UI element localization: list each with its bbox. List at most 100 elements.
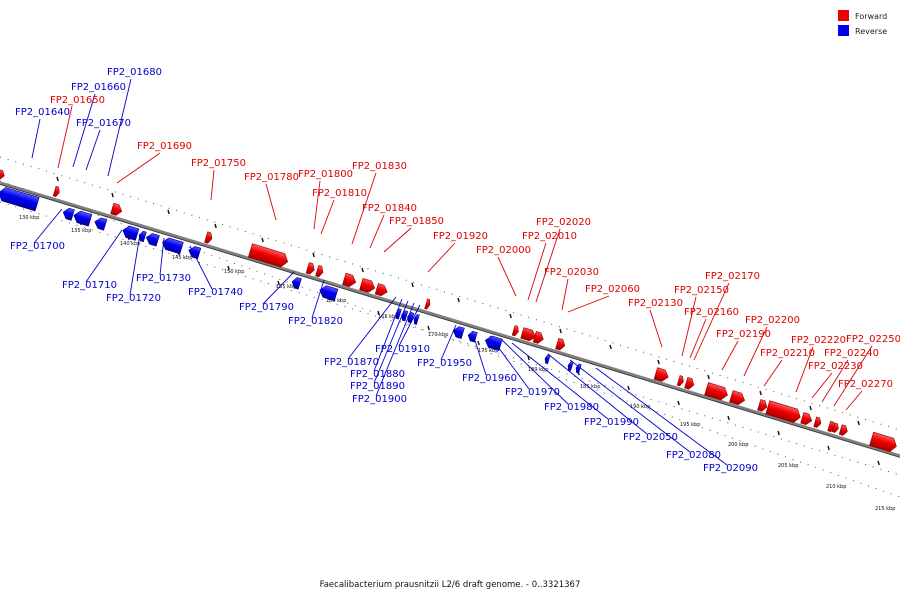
gene-FP2_01890[interactable]	[406, 312, 415, 324]
gene-FP2_01710[interactable]	[138, 230, 147, 243]
gene-FP2_02210[interactable]	[765, 400, 803, 424]
gene-FP2_02020[interactable]	[532, 331, 545, 344]
gene-FP2_02160[interactable]	[684, 377, 696, 390]
gene-FP2_02170[interactable]	[704, 382, 730, 402]
gene-label-fp2_02020[interactable]: FP2_02020	[536, 217, 591, 228]
gene-label-fp2_02170[interactable]: FP2_02170	[705, 271, 760, 282]
gene-FP2_02200[interactable]	[757, 399, 769, 413]
gene-FP2_02010[interactable]	[520, 327, 538, 343]
gene-label-fp2_01800[interactable]: FP2_01800	[298, 169, 353, 180]
gene-label-fp2_01850[interactable]: FP2_01850	[389, 216, 444, 227]
gene-label-fp2_01920[interactable]: FP2_01920	[433, 231, 488, 242]
gene-FP2_01690[interactable]	[110, 202, 124, 216]
gene-FP2_01880[interactable]	[400, 310, 409, 322]
gene-FP2_02190[interactable]	[729, 390, 747, 407]
gene-label-fp2_01640[interactable]: FP2_01640	[15, 107, 70, 118]
gene-label-fp2_02010[interactable]: FP2_02010	[522, 231, 577, 242]
gene-label-fp2_01820[interactable]: FP2_01820	[288, 316, 343, 327]
gene-FP2_01700[interactable]	[121, 225, 140, 241]
gene-label-fp2_01660[interactable]: FP2_01660	[71, 82, 126, 93]
gene-FP2_02150[interactable]	[676, 375, 685, 387]
gene-FP2_02220[interactable]	[800, 412, 814, 426]
gene-label-fp2_01790[interactable]: FP2_01790	[239, 302, 294, 313]
gene-FP2_01840[interactable]	[359, 277, 377, 294]
gene-label-fp2_02080[interactable]: FP2_02080	[666, 450, 721, 461]
gene-label-fp2_01730[interactable]: FP2_01730	[136, 273, 191, 284]
gene-FP2_01820[interactable]	[318, 284, 339, 302]
gene-label-fp2_01830[interactable]: FP2_01830	[352, 161, 407, 172]
gene-label-fp2_01970[interactable]: FP2_01970	[505, 387, 560, 398]
gene-FP2_01720[interactable]	[145, 232, 160, 247]
gene-FP2_02030[interactable]	[555, 337, 567, 351]
gene-label-fp2_02150[interactable]: FP2_02150	[674, 285, 729, 296]
gene-label-fp2_02130[interactable]: FP2_02130	[628, 298, 683, 309]
gene-label-fp2_02190[interactable]: FP2_02190	[716, 329, 771, 340]
gene-label-fp2_01880[interactable]: FP2_01880	[350, 369, 405, 380]
gene-FP2_01830[interactable]	[342, 272, 358, 288]
gene-FP2_02000[interactable]	[511, 325, 520, 337]
gene-FP2_01810[interactable]	[315, 265, 325, 278]
gene-label-fp2_01990[interactable]: FP2_01990	[584, 417, 639, 428]
gene-label-fp2_01670[interactable]: FP2_01670	[76, 118, 131, 129]
gene-FP2_01910[interactable]	[452, 325, 465, 340]
gene-FP2_01640[interactable]	[0, 169, 6, 180]
gene-label-fp2_02090[interactable]: FP2_02090	[703, 463, 758, 474]
gene-FP2_02230[interactable]	[813, 416, 823, 428]
gene-label-fp2_02220[interactable]: FP2_02220	[791, 335, 846, 346]
gene-label-fp2_01870[interactable]: FP2_01870	[324, 357, 379, 368]
gene-label-fp2_01650[interactable]: FP2_01650	[50, 95, 105, 106]
gene-label-fp2_02200[interactable]: FP2_02200	[745, 315, 800, 326]
gene-label-fp2_02030[interactable]: FP2_02030	[544, 267, 599, 278]
gene-label-fp2_01900[interactable]: FP2_01900	[352, 394, 407, 405]
gene-label-fp2_01740[interactable]: FP2_01740	[188, 287, 243, 298]
gene-label-fp2_02060[interactable]: FP2_02060	[585, 284, 640, 295]
gene-FP2_01850[interactable]	[374, 283, 389, 298]
gene-FP2_02270[interactable]	[838, 424, 849, 437]
gene-FP2_01920[interactable]	[424, 298, 432, 310]
gene-label-fp2_01810[interactable]: FP2_01810	[312, 188, 367, 199]
gene-label-fp2_02050[interactable]: FP2_02050	[623, 432, 678, 443]
gene-label-fp2_01750[interactable]: FP2_01750	[191, 158, 246, 169]
gene-label-fp2_02000[interactable]: FP2_02000	[476, 245, 531, 256]
gene-FP2_01660[interactable]	[62, 207, 75, 221]
gene-FP2_01780[interactable]	[247, 243, 289, 269]
gene-FP2_01670[interactable]	[72, 210, 93, 227]
gene-label-fp2_01780[interactable]: FP2_01780	[244, 172, 299, 183]
gene-label-fp2_01890[interactable]: FP2_01890	[350, 381, 405, 392]
gene-label-fp2_02270[interactable]: FP2_02270	[838, 379, 893, 390]
gene-FP2_01970[interactable]	[544, 354, 551, 365]
gene-FP2_01990[interactable]	[575, 363, 582, 374]
gene-FP2_02250[interactable]	[831, 422, 839, 433]
gene-label-fp2_02160[interactable]: FP2_02160	[684, 307, 739, 318]
gene-FP2_01800[interactable]	[305, 262, 316, 276]
gene-label-fp2_01980[interactable]: FP2_01980	[544, 402, 599, 413]
gene-label-fp2_02250[interactable]: FP2_02250	[846, 334, 900, 345]
gene-arrow	[704, 382, 728, 401]
gene-label-fp2_01710[interactable]: FP2_01710	[62, 280, 117, 291]
gene-FP2_01870[interactable]	[395, 308, 402, 320]
gene-label-fp2_02210[interactable]: FP2_02210	[760, 348, 815, 359]
gene-label-fp2_01700[interactable]: FP2_01700	[10, 241, 65, 252]
gene-FP2_02280[interactable]	[869, 431, 899, 453]
gene-label-fp2_01680[interactable]: FP2_01680	[107, 67, 162, 78]
gene-FP2_01960[interactable]	[484, 334, 503, 351]
gene-FP2_01680[interactable]	[93, 216, 108, 231]
gene-FP2_01950[interactable]	[467, 330, 478, 343]
gene-label-fp2_01720[interactable]: FP2_01720	[106, 293, 161, 304]
gene-label-fp2_01690[interactable]: FP2_01690	[137, 141, 192, 152]
gene-label-fp2_01960[interactable]: FP2_01960	[462, 373, 517, 384]
gene-FP2_02130[interactable]	[653, 367, 670, 383]
gene-label-fp2_02230[interactable]: FP2_02230	[808, 361, 863, 372]
gene-FP2_01730[interactable]	[161, 237, 184, 255]
gene-FP2_01650[interactable]	[52, 185, 61, 197]
gene-FP2_01750[interactable]	[204, 231, 214, 244]
gene-label-fp2_01950[interactable]: FP2_01950	[417, 358, 472, 369]
gene-FP2_01640[interactable]	[0, 186, 40, 212]
gene-label-fp2_01840[interactable]: FP2_01840	[362, 203, 417, 214]
gene-label-fp2_02240[interactable]: FP2_02240	[824, 348, 879, 359]
gene-label-fp2_01910[interactable]: FP2_01910	[375, 344, 430, 355]
gene-FP2_01790[interactable]	[291, 276, 302, 290]
gene-FP2_01900[interactable]	[413, 313, 420, 325]
gene-FP2_01740[interactable]	[187, 245, 202, 260]
gene-FP2_01980[interactable]	[567, 361, 574, 372]
